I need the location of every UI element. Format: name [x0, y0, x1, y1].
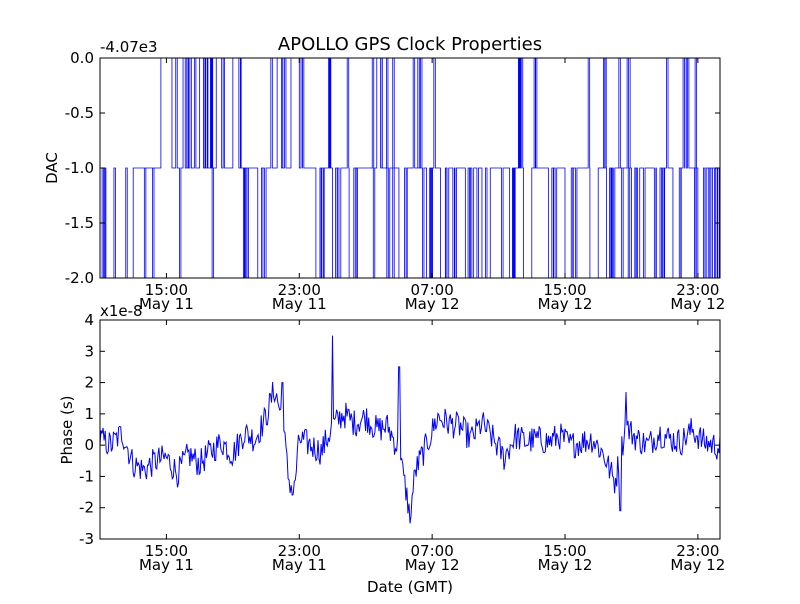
phase-ytick-label: -2	[79, 499, 94, 517]
dac-xtick-time: 15:00	[145, 281, 188, 299]
dac-panel: -4.07e3 DAC 0.0-0.5-1.0-1.5-2.015:00May …	[43, 38, 725, 313]
dac-ytick-label: -2.0	[65, 269, 94, 287]
dac-xtick-date: May 11	[272, 295, 327, 313]
dac-xtick-time: 23:00	[278, 281, 321, 299]
phase-xtick-date: May 11	[272, 556, 327, 574]
dac-series-line	[100, 58, 720, 278]
figure-title: APOLLO GPS Clock Properties	[278, 34, 542, 55]
phase-ytick-label: 0	[84, 436, 94, 454]
phase-axes-frame	[99, 319, 721, 540]
phase-offset-label: x1e-8	[100, 302, 143, 320]
dac-xtick-time: 23:00	[676, 281, 719, 299]
phase-xtick-time: 23:00	[278, 542, 321, 560]
phase-ytick-label: 3	[84, 342, 94, 360]
dac-xtick-time: 07:00	[411, 281, 454, 299]
dac-ytick-label: -1.5	[65, 214, 94, 232]
dac-offset-label: -4.07e3	[100, 38, 158, 56]
phase-ytick-label: -3	[79, 530, 94, 548]
dac-xtick-date: May 11	[139, 295, 194, 313]
dac-xtick-time: 15:00	[543, 281, 586, 299]
dac-xtick-date: May 12	[670, 295, 725, 313]
phase-xtick-time: 15:00	[543, 542, 586, 560]
phase-ytick-label: 1	[84, 405, 94, 423]
phase-xtick-time: 07:00	[411, 542, 454, 560]
phase-xtick-date: May 11	[139, 556, 194, 574]
phase-ytick-label: -1	[79, 467, 94, 485]
phase-xtick-time: 23:00	[676, 542, 719, 560]
phase-xlabel: Date (GMT)	[367, 578, 453, 596]
dac-ytick-label: -1.0	[65, 159, 94, 177]
phase-ytick-label: 2	[84, 374, 94, 392]
dac-ylabel: DAC	[43, 152, 61, 184]
phase-ylabel: Phase (s)	[58, 395, 76, 464]
phase-ytick-label: 4	[84, 311, 94, 329]
phase-xtick-date: May 12	[538, 556, 593, 574]
dac-xtick-date: May 12	[405, 295, 460, 313]
phase-xtick-time: 15:00	[145, 542, 188, 560]
phase-panel: x1e-8 Phase (s) Date (GMT) 4 3 2 1 0 -1 -2 -3 15…	[58, 302, 725, 596]
dac-xtick-date: May 12	[538, 295, 593, 313]
dac-ytick-label: -0.5	[65, 104, 94, 122]
dac-ytick-label: 0.0	[70, 49, 94, 67]
phase-series-line	[100, 335, 720, 524]
phase-xtick-date: May 12	[670, 556, 725, 574]
phase-xtick-date: May 12	[405, 556, 460, 574]
